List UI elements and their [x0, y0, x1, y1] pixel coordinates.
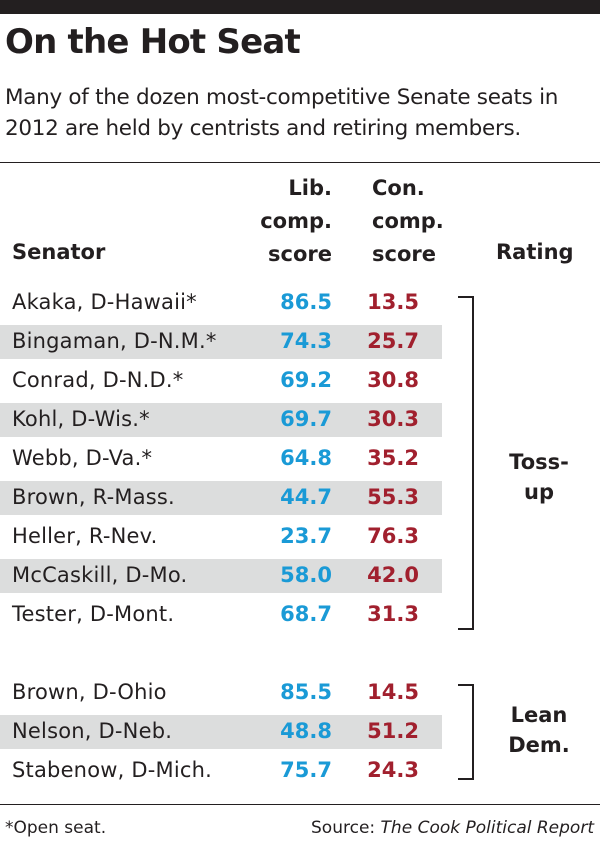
senator-name: Brown, D-Ohio [12, 680, 167, 704]
source-credit: Source: The Cook Political Report [311, 818, 594, 838]
footer-divider [0, 804, 600, 805]
table-row: Heller, R-Nev. 23.7 76.3 [0, 520, 442, 554]
rating-lean-line1: Lean [510, 703, 568, 727]
table-row: Brown, R-Mass. 44.7 55.3 [0, 481, 442, 515]
column-header-con-score: Con. comp. score [372, 172, 452, 271]
table-row: Stabenow, D-Mich. 75.7 24.3 [0, 754, 442, 788]
footnote: *Open seat. [5, 818, 107, 838]
senator-name: Brown, R-Mass. [12, 485, 175, 509]
senator-name: Stabenow, D-Mich. [12, 758, 212, 782]
con-score: 35.2 [367, 446, 419, 470]
table-row: McCaskill, D-Mo. 58.0 42.0 [0, 559, 442, 593]
con-score: 51.2 [367, 719, 419, 743]
column-header-rating: Rating [496, 240, 574, 264]
lib-score: 85.5 [280, 680, 332, 704]
senator-name: Nelson, D-Neb. [12, 719, 173, 743]
senator-name: Tester, D-Mont. [12, 602, 175, 626]
con-header-line1: Con. [372, 176, 425, 200]
lib-header-line3: score [268, 242, 332, 266]
rating-lean-dem: Lean Dem. [494, 700, 584, 760]
lib-score: 68.7 [280, 602, 332, 626]
lib-header-line2: comp. [260, 209, 332, 233]
senator-name: McCaskill, D-Mo. [12, 563, 188, 587]
con-score: 24.3 [367, 758, 419, 782]
con-header-line3: score [372, 242, 436, 266]
con-score: 25.7 [367, 329, 419, 353]
rating-lean-line2: Dem. [508, 733, 570, 757]
lib-score: 23.7 [280, 524, 332, 548]
con-score: 30.8 [367, 368, 419, 392]
table-row: Conrad, D-N.D.* 69.2 30.8 [0, 364, 442, 398]
rating-tossup: Toss- up [494, 447, 584, 507]
table-row: Nelson, D-Neb. 48.8 51.2 [0, 715, 442, 749]
lib-score: 75.7 [280, 758, 332, 782]
table-row: Brown, D-Ohio 85.5 14.5 [0, 676, 442, 710]
column-header-senator: Senator [12, 240, 106, 264]
lib-score: 69.7 [280, 407, 332, 431]
con-score: 31.3 [367, 602, 419, 626]
senator-name: Akaka, D-Hawaii* [12, 290, 197, 314]
lib-score: 58.0 [280, 563, 332, 587]
page-title: On the Hot Seat [5, 22, 301, 62]
con-score: 76.3 [367, 524, 419, 548]
con-score: 14.5 [367, 680, 419, 704]
senator-name: Webb, D-Va.* [12, 446, 153, 470]
con-score: 42.0 [367, 563, 419, 587]
rating-tossup-line2: up [524, 480, 554, 504]
top-bar [0, 0, 600, 14]
lib-header-line1: Lib. [288, 176, 332, 200]
lean-dem-bracket [458, 684, 474, 780]
table-row: Kohl, D-Wis.* 69.7 30.3 [0, 403, 442, 437]
con-header-line2: comp. [372, 209, 444, 233]
subtitle: Many of the dozen most-competitive Senat… [5, 85, 559, 141]
senator-name: Conrad, D-N.D.* [12, 368, 184, 392]
table-row: Tester, D-Mont. 68.7 31.3 [0, 598, 442, 632]
lib-score: 44.7 [280, 485, 332, 509]
table-row: Bingaman, D-N.M.* 74.3 25.7 [0, 325, 442, 359]
senator-name: Heller, R-Nev. [12, 524, 158, 548]
lib-score: 86.5 [280, 290, 332, 314]
lib-score: 64.8 [280, 446, 332, 470]
con-score: 30.3 [367, 407, 419, 431]
header-divider [0, 162, 600, 163]
table-row: Akaka, D-Hawaii* 86.5 13.5 [0, 286, 442, 320]
senator-name: Bingaman, D-N.M.* [12, 329, 217, 353]
lib-score: 69.2 [280, 368, 332, 392]
source-name: The Cook Political Report [380, 818, 594, 838]
table-row: Webb, D-Va.* 64.8 35.2 [0, 442, 442, 476]
rating-tossup-line1: Toss- [509, 450, 569, 474]
column-header-lib-score: Lib. comp. score [252, 172, 332, 271]
lib-score: 48.8 [280, 719, 332, 743]
con-score: 13.5 [367, 290, 419, 314]
senator-name: Kohl, D-Wis.* [12, 407, 150, 431]
source-prefix: Source: [311, 818, 381, 838]
tossup-bracket [458, 296, 474, 630]
con-score: 55.3 [367, 485, 419, 509]
lib-score: 74.3 [280, 329, 332, 353]
